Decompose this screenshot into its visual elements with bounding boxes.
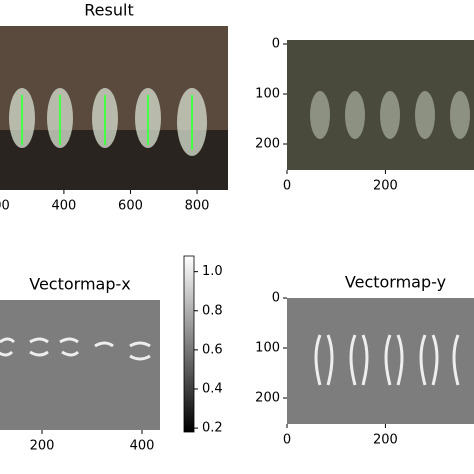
colorbar-tick-label: 1.0 bbox=[202, 264, 223, 279]
x-tick-label: 200 bbox=[373, 433, 398, 448]
x-tick-label: 600 bbox=[118, 199, 143, 214]
y-tick-label: 200 bbox=[255, 137, 280, 152]
colorbar bbox=[183, 255, 195, 433]
x-tick-label: 400 bbox=[130, 439, 155, 454]
y-tick-label: 0 bbox=[272, 37, 280, 52]
y-tick-label: 0 bbox=[272, 291, 280, 306]
panel-title: Result bbox=[84, 1, 133, 20]
x-tick-label: 0 bbox=[283, 179, 291, 194]
colorbar-tick-label: 0.6 bbox=[202, 342, 223, 357]
x-tick-label: 200 bbox=[30, 439, 55, 454]
vectormap-y-image bbox=[287, 298, 474, 424]
panel-title: Vectormap-y bbox=[345, 273, 446, 292]
x-tick-label: 800 bbox=[185, 199, 210, 214]
colorbar-tick-label: 0.8 bbox=[202, 303, 223, 318]
vectormap-x-image bbox=[0, 300, 160, 430]
x-tick-label: 400 bbox=[51, 199, 76, 214]
result-image bbox=[0, 26, 228, 190]
x-tick-label: 0 bbox=[283, 433, 291, 448]
panel-title: Vectormap-x bbox=[29, 275, 131, 294]
x-tick-label: 200 bbox=[0, 199, 10, 214]
y-tick-label: 100 bbox=[255, 341, 280, 356]
x-tick-label: 200 bbox=[373, 179, 398, 194]
colorbar-tick-label: 0.2 bbox=[202, 421, 223, 436]
colorbar-tick-label: 0.4 bbox=[202, 381, 223, 396]
y-tick-label: 100 bbox=[255, 87, 280, 102]
heatmap-image bbox=[287, 40, 474, 170]
y-tick-label: 200 bbox=[255, 391, 280, 406]
